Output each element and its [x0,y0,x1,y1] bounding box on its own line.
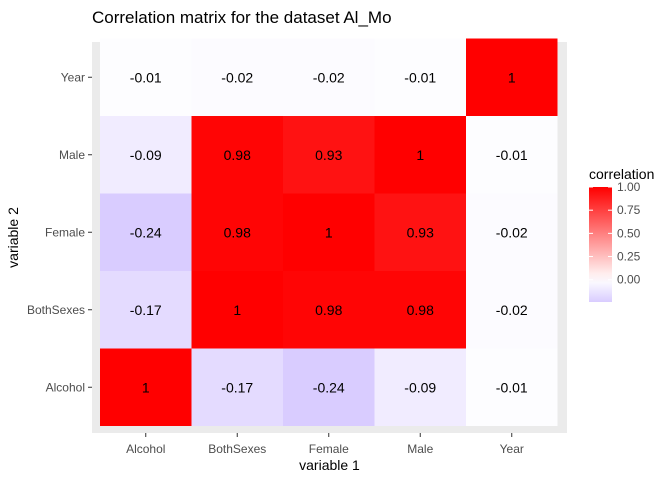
cell-value-label: -0.09 [130,147,162,163]
cell-value-label: 0.98 [315,302,342,318]
cell-value-label: -0.09 [404,379,436,395]
legend-tick-label: 0.50 [617,226,641,240]
y-tick-label: Year [61,70,85,84]
heatmap-cells [100,38,558,426]
x-axis-ticks: Alcohol BothSexes Female Male Year [126,433,524,456]
cell-value-label: -0.02 [221,69,253,85]
y-tick-label: BothSexes [27,303,85,317]
cell-value-label: 1 [233,302,241,318]
x-tick-label: BothSexes [208,442,266,456]
cell-value-label: 1 [508,69,516,85]
heatmap-cell [374,193,466,271]
cell-value-labels: 1 -0.17 -0.24 -0.09 -0.01 -0.17 1 0.98 0.98 -0.02… [130,69,528,395]
cell-value-label: -0.24 [313,379,345,395]
legend-tick-label: 0.75 [617,203,641,217]
heatmap-cell [374,38,466,116]
cell-value-label: -0.01 [496,147,528,163]
cell-value-label: -0.17 [221,379,253,395]
cell-value-label: -0.02 [496,224,528,240]
x-tick-label: Alcohol [126,442,165,456]
cell-value-label: 0.93 [407,224,434,240]
heatmap-cell [191,38,283,116]
cell-value-label: -0.01 [496,379,528,395]
heatmap-cell [191,271,283,349]
heatmap-cell [100,348,192,426]
x-axis-title: variable 1 [299,457,360,473]
cell-value-label: -0.02 [496,302,528,318]
legend-title: correlation [589,166,654,182]
legend-tick-label: 1.00 [617,180,641,194]
x-tick-label: Female [309,442,349,456]
heatmap-cell [466,348,558,426]
heatmap-cell [466,271,558,349]
heatmap-cell [466,193,558,271]
heatmap-cell [191,116,283,194]
cell-value-label: 0.98 [224,147,251,163]
x-tick-label: Year [500,442,524,456]
cell-value-label: 1 [416,147,424,163]
heatmap-cell [100,38,192,116]
heatmap-cell [100,271,192,349]
cell-value-label: -0.02 [313,69,345,85]
heatmap-cell [374,116,466,194]
cell-value-label: -0.01 [404,69,436,85]
cell-value-label: 1 [142,379,150,395]
cell-value-label: 0.93 [315,147,342,163]
heatmap-cell [283,271,375,349]
heatmap-cell [191,348,283,426]
legend-tick-label: 0.25 [617,250,641,264]
cell-value-label: 0.98 [224,224,251,240]
x-tick-label: Male [407,442,433,456]
heatmap-cell [283,38,375,116]
cell-value-label: -0.24 [130,224,162,240]
y-tick-label: Alcohol [46,380,85,394]
heatmap-cell [100,116,192,194]
heatmap-cell [191,193,283,271]
cell-value-label: 0.98 [407,302,434,318]
y-tick-label: Male [59,148,85,162]
heatmap-cell [374,271,466,349]
heatmap-cell [466,38,558,116]
legend-colorbar [589,187,612,302]
cell-value-label: -0.17 [130,302,162,318]
y-tick-label: Female [45,225,85,239]
y-axis-title: variable 2 [5,207,21,268]
heatmap-cell [374,348,466,426]
cell-value-label: -0.01 [130,69,162,85]
color-legend: correlation 1.00 0.75 0.50 0.25 0.00 [589,166,654,302]
legend-tick-label: 0.00 [617,273,641,287]
heatmap-cell [100,193,192,271]
heatmap-cell [283,116,375,194]
heatmap-cell [466,116,558,194]
heatmap-cell [283,348,375,426]
y-axis-ticks: Alcohol BothSexes Female Male Year [27,70,92,394]
cell-value-label: 1 [325,224,333,240]
chart-title: Correlation matrix for the dataset Al_Mo [92,8,392,27]
heatmap-cell [283,193,375,271]
